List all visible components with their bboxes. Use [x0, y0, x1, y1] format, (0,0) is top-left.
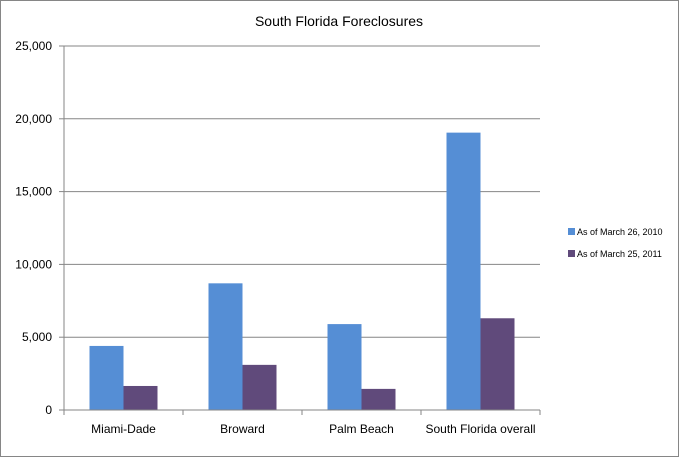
y-tick-label: 20,000: [15, 112, 52, 126]
y-tick-label: 25,000: [15, 39, 52, 53]
y-tick-label: 15,000: [15, 185, 52, 199]
bar-2010-broward: [208, 283, 243, 410]
y-tick-label: 5,000: [22, 330, 52, 344]
x-category-label: Broward: [220, 422, 265, 436]
bars: [89, 132, 515, 410]
bar-2011-south-florida-overall: [480, 318, 515, 410]
bar-2010-south-florida-overall: [446, 132, 481, 410]
legend-label: As of March 25, 2011: [577, 249, 662, 259]
bar-2010-miami-dade: [89, 345, 124, 410]
bar-2011-miami-dade: [123, 385, 158, 410]
x-axis-categories: Miami-Dade Broward Palm Beach South Florida…: [91, 422, 535, 436]
x-category-label: Palm Beach: [329, 422, 394, 436]
legend-swatch: [568, 228, 575, 235]
y-axis-ticks: 0 5,000 10,000 15,000 20,000 25,000: [15, 39, 64, 417]
y-tick-label: 10,000: [15, 257, 52, 271]
y-tick-label: 0: [45, 403, 52, 417]
chart-title: South Florida Foreclosures: [255, 13, 423, 29]
bar-2011-palm-beach: [361, 388, 396, 410]
x-category-label: Miami-Dade: [91, 422, 156, 436]
legend: As of March 26, 2010 As of March 25, 2011: [568, 227, 663, 259]
legend-swatch: [568, 250, 575, 257]
x-category-label: South Florida overall: [425, 422, 535, 436]
bar-2011-broward: [242, 364, 277, 410]
axes: [63, 46, 541, 415]
legend-label: As of March 26, 2010: [577, 227, 663, 237]
bar-2010-palm-beach: [327, 324, 362, 410]
